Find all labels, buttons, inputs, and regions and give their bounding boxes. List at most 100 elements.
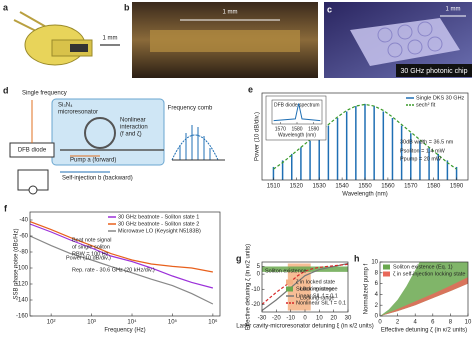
label: Pump a (forward) [70, 158, 116, 164]
annotation: Power (10 dB/div.) [66, 255, 111, 261]
y-tick-label: 6 [375, 281, 379, 287]
x-tick-label: 8 [449, 320, 453, 326]
panel-label: a [3, 2, 9, 12]
legend-label: ζ in self-injection locking state [393, 271, 465, 277]
source [28, 185, 38, 195]
y-axis-title: Power (10 dB/div.) [255, 112, 261, 161]
panel-label: c [327, 4, 332, 14]
annotation: of single soliton [72, 244, 110, 250]
panel-label: b [124, 2, 130, 12]
x-tick-label: 10 [465, 320, 472, 326]
annotation: Psoliton = 1.4 mW [400, 148, 446, 154]
series-line [30, 235, 214, 305]
y-axis-title: Effective detuning ζ (in κ/2 units) [246, 244, 252, 330]
panel-label: f [4, 203, 8, 213]
comb-lines [179, 125, 211, 160]
label: Self-injection b (backward) [62, 176, 133, 182]
x-tick-label: 1540 [335, 184, 349, 190]
label: Si₃N₄ [58, 103, 73, 109]
chip-box [51, 98, 165, 166]
comb-envelope [171, 134, 219, 161]
panel-label: g [236, 253, 242, 263]
y-tick-label: 4 [375, 292, 379, 298]
resonator [397, 24, 413, 40]
series-line [273, 103, 457, 170]
panel-b: b 1 mm [124, 2, 318, 78]
x-axis-title: Frequency (Hz) [104, 328, 145, 334]
y-tick-label: 10 [371, 260, 378, 266]
y-tick-label: -120 [16, 282, 29, 288]
x-axis-title: Laser cavity-microresonator detuning ξ (… [236, 324, 373, 330]
frame [379, 261, 469, 317]
y-tick-label: -160 [16, 314, 29, 320]
legend-swatch [286, 279, 293, 285]
y-axis-title: SSB phase noise (dBc/Hz) [14, 228, 20, 299]
x-tick-label: 10⁵ [168, 319, 178, 326]
legend-swatch [286, 286, 293, 292]
ring [84, 117, 116, 149]
panel-d: d Single frequency Si₃N₄ microresonator … [3, 85, 225, 195]
x-tick-label: 1520 [290, 184, 304, 190]
x-tick-label: 10⁴ [127, 319, 137, 326]
y-tick-label: 0 [257, 272, 261, 278]
panel-label: d [3, 85, 9, 95]
x-tick-label: 1530 [313, 184, 327, 190]
x-tick-label: 1570 [404, 184, 418, 190]
legend-label: Linear SIL f = 0.1 [296, 293, 338, 299]
inset-tick-label: 1590 [308, 126, 319, 132]
inset-x-title: Wavelength (nm) [278, 132, 316, 138]
annotation: RBW = 100 Hz [72, 251, 109, 257]
legend-label: Single DKS 30 GHz [416, 95, 465, 101]
scale-text: 1 mm [103, 36, 118, 42]
legend-label: ζ in locked state [296, 279, 335, 285]
x-tick-label: 6 [431, 320, 435, 326]
annotation: Locking range [300, 286, 335, 292]
inset-line [273, 103, 321, 122]
plot-area [30, 221, 214, 305]
x-tick-label: 1580 [427, 184, 441, 190]
y-tick-label: -40 [19, 218, 28, 224]
label: Single frequency [22, 91, 67, 97]
legend-label: 30 GHz beatnote - Soliton state 1 [118, 214, 199, 220]
annotation: Beat note signal [72, 237, 111, 243]
x-tick-label: 30 [345, 316, 352, 322]
panel-label: h [354, 253, 360, 263]
x-axis-title: Wavelength (nm) [342, 192, 387, 198]
legend-label: Soliton existence [296, 286, 338, 292]
x-tick-label: 1560 [381, 184, 395, 190]
legend-label: Microwave LO (Keysight N5183B) [118, 228, 201, 234]
resonator [427, 36, 443, 52]
inset-tick-label: 1570 [275, 126, 286, 132]
caption: 30 GHz photonic chip [401, 68, 468, 75]
y-tick-label: -140 [16, 298, 29, 304]
panel-label: e [248, 84, 253, 94]
annotation: Soliton existence [265, 268, 307, 274]
x-axis-title: Effective detuning ζ (in κ/2 units) [381, 328, 467, 334]
caption-box [396, 64, 472, 77]
chip [350, 18, 460, 66]
x-tick-label: 1510 [267, 184, 281, 190]
resonator [377, 27, 393, 43]
plot-area [380, 262, 468, 316]
y-tick-label: -60 [19, 234, 28, 240]
pin [19, 11, 49, 29]
x-tick-label: 10⁶ [208, 319, 218, 326]
resonator [407, 39, 423, 55]
resonator [417, 21, 433, 37]
annotation: Locking range [300, 295, 335, 301]
legend-label: Nonlinear SIL f = 0.1 [296, 300, 346, 306]
x-tick-label: -30 [258, 316, 267, 322]
x-tick-label: 2 [396, 320, 400, 326]
x-tick-label: 10 [316, 316, 323, 322]
x-tick-label: 0 [378, 320, 382, 326]
plot-area [262, 262, 348, 311]
legend-label: Soliton existence (Eq. 1) [393, 264, 453, 270]
x-tick-label: 0 [303, 316, 307, 322]
label: Nonlinear [120, 118, 146, 124]
y-tick-label: 8 [375, 270, 379, 276]
chip [70, 44, 88, 52]
annotation: Rep. rate - 30.6 GHz (20 kHz/div.) [72, 267, 155, 273]
frame [29, 211, 221, 317]
panel-a: a 1 mm [3, 2, 120, 66]
y-axis-title: Normalized pump f [364, 263, 370, 314]
